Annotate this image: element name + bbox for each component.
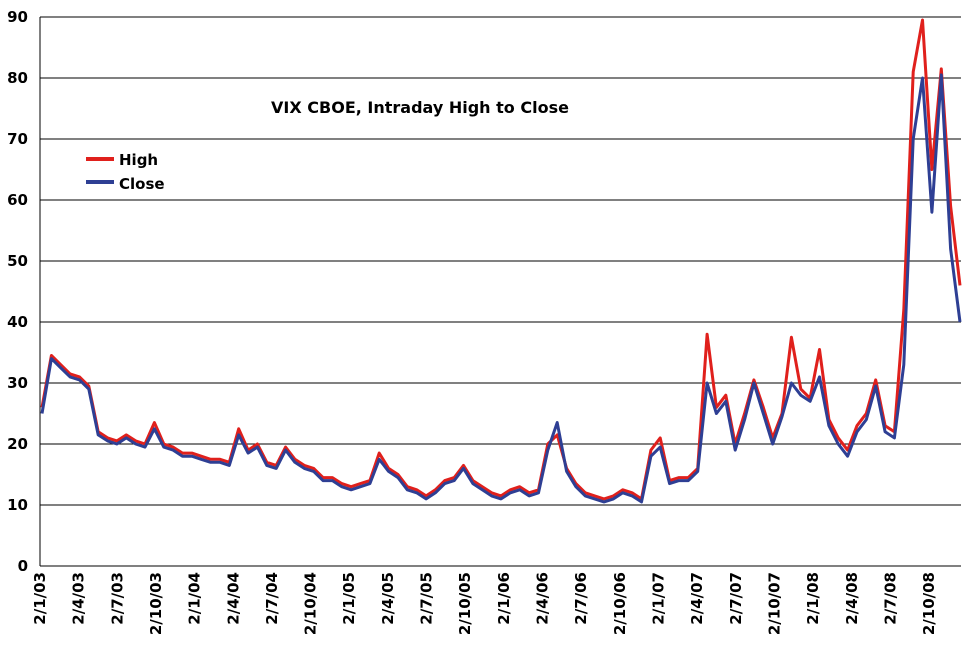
x-tick-label: 2/4/03 (70, 572, 88, 625)
y-tick-label: 20 (7, 435, 28, 453)
x-tick-label: 2/7/05 (418, 572, 436, 625)
x-tick-label: 2/1/06 (495, 572, 513, 625)
x-tick-label: 2/7/03 (108, 572, 126, 625)
y-tick-label: 10 (7, 496, 28, 514)
x-tick-label: 2/4/04 (224, 572, 242, 625)
y-tick-label: 40 (7, 313, 28, 331)
y-tick-label: 90 (7, 8, 28, 26)
series-lines (40, 18, 962, 504)
chart-title: VIX CBOE, Intraday High to Close (271, 98, 569, 117)
y-axis-tick-labels: 0 10 20 30 40 50 60 70 80 90 (7, 8, 28, 575)
x-tick-label: 2/7/07 (727, 572, 745, 625)
x-tick-label: 2/7/04 (263, 572, 281, 625)
x-tick-label: 2/7/06 (572, 572, 590, 625)
x-tick-label: 2/4/08 (843, 572, 861, 625)
legend-close-label: Close (119, 175, 165, 193)
y-tick-label: 70 (7, 130, 28, 148)
series-line-high (40, 18, 962, 501)
y-tick-label: 30 (7, 374, 28, 392)
x-tick-label: 2/1/04 (186, 572, 204, 625)
x-tick-label: 2/10/07 (765, 572, 783, 635)
x-tick-label: 2/4/07 (688, 572, 706, 625)
x-tick-label: 2/10/08 (920, 572, 938, 635)
x-tick-label: 2/10/05 (456, 572, 474, 635)
series-line-close (40, 73, 962, 504)
x-tick-label: 2/10/04 (302, 572, 320, 635)
x-axis-tick-labels: 2/1/03 2/4/03 2/7/03 2/10/03 2/1/04 2/4/04 2/7… (31, 572, 938, 635)
x-tick-label: 2/1/05 (340, 572, 358, 625)
y-tick-label: 60 (7, 191, 28, 209)
x-tick-label: 2/10/03 (147, 572, 165, 635)
x-tick-label: 2/7/08 (881, 572, 899, 625)
y-tick-label: 50 (7, 252, 28, 270)
x-tick-label: 2/4/05 (379, 572, 397, 625)
x-tick-label: 2/1/03 (31, 572, 49, 625)
y-tick-label: 0 (18, 557, 28, 575)
x-tick-label: 2/4/06 (534, 572, 552, 625)
y-tick-label: 80 (7, 69, 28, 87)
gridlines (40, 16, 961, 567)
legend-high-label: High (119, 151, 158, 169)
x-tick-label: 2/10/06 (611, 572, 629, 635)
x-tick-label: 2/1/08 (804, 572, 822, 625)
x-tick-label: 2/1/07 (649, 572, 667, 625)
legend: High Close (86, 151, 165, 193)
